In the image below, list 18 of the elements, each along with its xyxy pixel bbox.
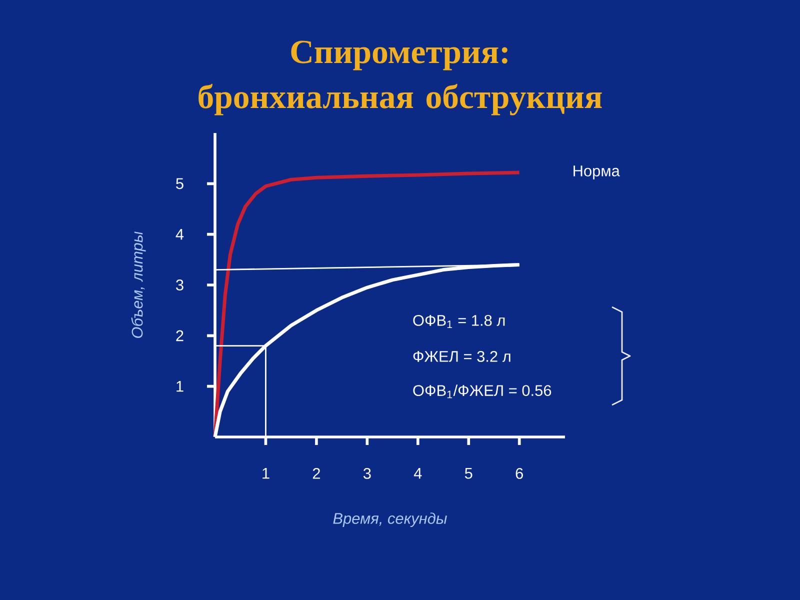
x-tick-label: 5 [464, 468, 472, 479]
x-tick-label: 1 [262, 468, 270, 479]
y-tick-label: 5 [176, 178, 184, 190]
y-tick-label: 3 [176, 280, 184, 290]
x-tick-label: 2 [312, 468, 320, 479]
annotation: ФЖЕЛ = 3.2 л [413, 350, 510, 362]
chart-title: Спирометрия: бронхиальная обструкция [198, 40, 602, 116]
annotation: ОФВ$_{1}$ = 1.8 л [413, 314, 505, 328]
annotation: ОФВ$_{1}$/ФЖЕЛ = 0.56 [413, 384, 552, 398]
x-tick-label: 3 [363, 468, 371, 479]
x-tick-label: 6 [516, 468, 523, 479]
x-axis-title: Время, секунды [333, 512, 447, 527]
text: Норма [574, 166, 620, 180]
y-tick-label: 2 [176, 330, 184, 342]
y-tick-label: 1 [176, 381, 184, 392]
x-tick-label: 4 [414, 468, 422, 479]
y-axis-title: Объем, литры [131, 232, 146, 338]
y-tick-label: 4 [176, 229, 184, 240]
